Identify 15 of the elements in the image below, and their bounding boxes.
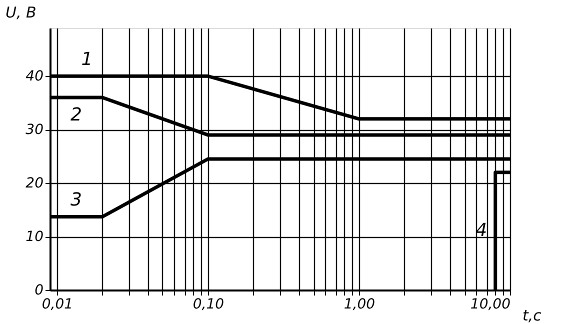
y-axis-title: U, В: [6, 4, 36, 22]
series-label: 2: [70, 104, 82, 126]
x-tick-label: 1,00: [344, 296, 376, 312]
y-tick-label: 10: [26, 229, 44, 246]
series-label: 4: [476, 220, 488, 242]
x-axis-title: t,c: [522, 306, 542, 324]
series-label: 1: [81, 49, 93, 70]
x-tick-label: 0,01: [42, 296, 73, 312]
x-tick-label: 10,00: [470, 296, 511, 312]
x-tick-label: 0,10: [192, 296, 224, 312]
y-tick-label: 40: [26, 68, 44, 85]
y-tick-label: 20: [26, 176, 44, 192]
series-label: 3: [70, 190, 82, 211]
y-tick-label: 0: [34, 282, 44, 298]
y-tick-label: 30: [26, 122, 44, 138]
